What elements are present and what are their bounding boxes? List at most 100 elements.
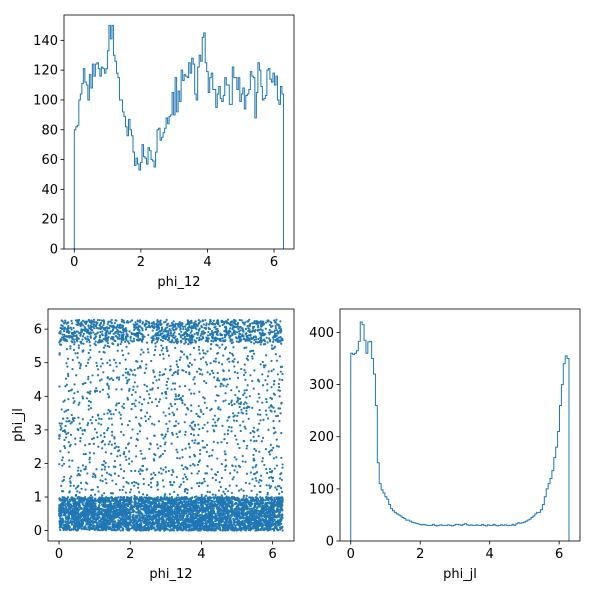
scatter-point	[68, 512, 71, 515]
scatter-point	[64, 506, 67, 509]
scatter-point	[82, 332, 85, 335]
scatter-point	[229, 523, 232, 526]
scatter-point	[91, 502, 94, 505]
scatter-point	[71, 515, 74, 518]
scatter-point	[260, 524, 264, 527]
scatter-point	[128, 330, 131, 333]
scatter-point	[206, 516, 210, 519]
scatter-point	[89, 324, 92, 327]
scatter-point	[99, 501, 102, 504]
scatter-point	[78, 524, 82, 527]
scatter-point	[173, 510, 176, 513]
scatter-point	[212, 525, 216, 528]
scatter-point	[203, 515, 206, 518]
scatter-point	[223, 333, 226, 337]
scatter-point	[224, 527, 227, 530]
scatter-point	[191, 505, 194, 508]
scatter-point	[278, 512, 281, 515]
scatter-point	[94, 502, 97, 505]
scatter-point	[209, 511, 212, 514]
scatter-point	[143, 509, 146, 512]
scatter-point	[189, 497, 193, 500]
scatter-point	[268, 502, 271, 505]
scatter-point	[206, 527, 209, 530]
scatter-point	[280, 518, 283, 521]
scatter-point	[224, 516, 227, 519]
scatter-point	[161, 526, 164, 529]
scatter-point	[214, 503, 217, 506]
scatter-point	[150, 502, 153, 505]
scatter-point	[109, 510, 112, 513]
scatter-point	[222, 507, 226, 510]
scatter-point	[205, 322, 208, 325]
scatter-point	[173, 517, 176, 520]
scatter-point	[239, 501, 242, 504]
scatter-point	[193, 333, 196, 336]
scatter-point	[183, 325, 187, 328]
scatter-point	[246, 520, 250, 523]
scatter-point	[110, 496, 114, 499]
scatter-point	[275, 515, 278, 518]
scatter-point	[261, 527, 264, 530]
scatter-point	[245, 508, 248, 511]
scatter-point	[257, 509, 261, 513]
scatter-point	[140, 516, 143, 519]
scatter-point	[107, 509, 110, 512]
scatter-point	[156, 499, 159, 502]
scatter-point	[189, 507, 192, 510]
scatter-point	[247, 326, 250, 330]
scatter-point	[126, 504, 129, 508]
scatter-point	[113, 520, 117, 523]
scatter-point	[260, 509, 263, 512]
scatter-point	[195, 500, 198, 504]
scatter-point	[85, 522, 88, 525]
scatter-point	[248, 496, 251, 499]
scatter-point	[164, 520, 168, 523]
scatter-point	[64, 517, 68, 520]
scatter-point	[89, 496, 93, 499]
y-tick-label: 60	[41, 153, 58, 168]
scatter-point	[170, 512, 174, 515]
scatter-point	[134, 519, 137, 522]
scatter-point	[86, 518, 89, 521]
scatter-point	[75, 323, 78, 326]
scatter-point	[119, 529, 122, 532]
scatter-point	[129, 511, 133, 514]
scatter-point	[249, 517, 252, 520]
scatter-point	[210, 527, 213, 530]
scatter-point	[85, 512, 88, 515]
scatter-point	[269, 519, 272, 522]
scatter-point	[252, 522, 255, 525]
scatter-point	[269, 496, 272, 499]
scatter-point	[210, 525, 213, 528]
scatter-point	[219, 529, 222, 532]
scatter-point	[132, 516, 136, 519]
scatter-point	[257, 505, 260, 508]
scatter-point	[119, 323, 122, 326]
scatter-point	[171, 323, 175, 326]
y-tick-label: 40	[41, 183, 58, 198]
scatter-point	[191, 514, 194, 518]
scatter-point	[226, 318, 230, 321]
scatter-point	[261, 505, 264, 508]
scatter-point	[71, 507, 74, 511]
scatter-point	[73, 340, 76, 344]
scatter-point	[134, 502, 137, 505]
scatter-point	[94, 504, 97, 507]
scatter-point	[73, 510, 76, 513]
scatter-point	[132, 337, 136, 340]
scatter-point	[73, 514, 76, 517]
scatter-point	[231, 328, 234, 331]
scatter-point	[210, 330, 213, 333]
scatter-point	[279, 320, 282, 323]
scatter-point	[265, 505, 268, 508]
scatter-point	[235, 529, 238, 532]
scatter-point	[228, 498, 231, 501]
scatter-point	[88, 341, 91, 344]
scatter-point	[210, 519, 214, 522]
scatter-point	[150, 505, 153, 508]
scatter-point	[262, 498, 265, 501]
scatter-point	[274, 332, 277, 335]
scatter-point	[181, 509, 184, 512]
scatter-point	[169, 518, 172, 521]
